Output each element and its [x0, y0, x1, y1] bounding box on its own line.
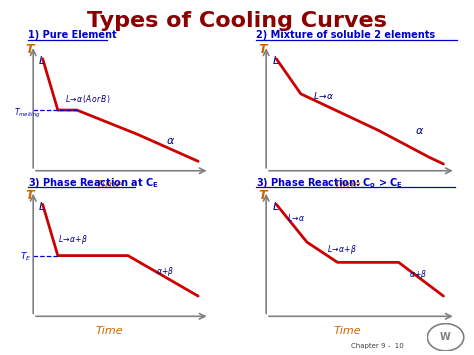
Text: $L\!\rightarrow\!\alpha\!+\!\beta$: $L\!\rightarrow\!\alpha\!+\!\beta$	[327, 242, 357, 256]
Text: 1) Pure Element: 1) Pure Element	[28, 30, 117, 40]
Text: Time: Time	[95, 180, 123, 190]
Text: W: W	[440, 332, 451, 342]
Text: Types of Cooling Curves: Types of Cooling Curves	[87, 11, 387, 31]
Text: L: L	[39, 56, 45, 66]
Text: $L\!\rightarrow\!\alpha\!+\!\beta$: $L\!\rightarrow\!\alpha\!+\!\beta$	[58, 233, 88, 246]
Text: L: L	[272, 56, 279, 66]
Text: $L\!\rightarrow\!\alpha$: $L\!\rightarrow\!\alpha$	[286, 212, 305, 223]
Text: Time: Time	[334, 180, 362, 190]
Text: T: T	[258, 43, 266, 56]
Text: $\alpha\!+\!\beta$: $\alpha\!+\!\beta$	[156, 266, 175, 278]
Text: Time: Time	[334, 326, 362, 336]
Text: $T_E$: $T_E$	[20, 251, 31, 263]
Text: T: T	[26, 43, 34, 56]
Text: $\alpha$: $\alpha$	[415, 126, 424, 136]
Text: 3) Phase Reaction at $\mathregular{C_E}$: 3) Phase Reaction at $\mathregular{C_E}$	[28, 176, 159, 190]
Text: T: T	[26, 189, 34, 202]
Text: L: L	[272, 202, 279, 212]
Text: $L\!\rightarrow\!\alpha$: $L\!\rightarrow\!\alpha$	[313, 90, 334, 101]
Text: $T_{melting}$: $T_{melting}$	[14, 107, 41, 120]
Text: T: T	[258, 189, 266, 202]
Text: Time: Time	[95, 326, 123, 336]
Text: Chapter 9 -  10: Chapter 9 - 10	[351, 343, 403, 349]
Text: 2) Mixture of soluble 2 elements: 2) Mixture of soluble 2 elements	[256, 30, 435, 40]
Text: 3) Phase Reaction: $\mathregular{C_o}$ > $\mathregular{C_E}$: 3) Phase Reaction: $\mathregular{C_o}$ >…	[256, 176, 403, 190]
Text: L: L	[39, 202, 45, 212]
Text: $\alpha$: $\alpha$	[166, 136, 175, 146]
Text: $L\!\rightarrow\!\alpha\,(A\,or\,B)$: $L\!\rightarrow\!\alpha\,(A\,or\,B)$	[65, 93, 111, 105]
Text: $\alpha\!+\!\beta$: $\alpha\!+\!\beta$	[409, 268, 428, 281]
